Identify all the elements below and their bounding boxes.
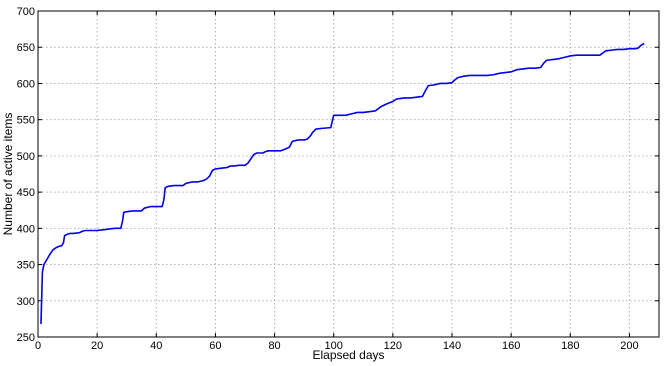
series-line	[40, 42, 645, 324]
y-tick-label: 450	[17, 187, 35, 199]
x-axis: 0 20 40 60 80 100 120 140 160 180 200	[35, 11, 639, 352]
x-tick-label: 140	[443, 340, 461, 352]
x-tick-label: 40	[150, 340, 162, 352]
x-tick-label: 120	[384, 340, 402, 352]
x-axis-label: Elapsed days	[312, 348, 384, 362]
y-tick-label: 550	[17, 115, 35, 127]
x-tick-label: 60	[209, 340, 221, 352]
y-tick-label: 650	[17, 42, 35, 54]
x-tick-label: 100	[325, 340, 343, 352]
plot-frame	[37, 10, 660, 338]
y-tick-label: 500	[17, 151, 35, 163]
y-axis: 250 300 350 400 450 500 550 600 650 700	[17, 6, 659, 344]
y-tick-label: 600	[17, 78, 35, 90]
x-tick-label: 200	[620, 340, 638, 352]
y-tick-label: 300	[17, 296, 35, 308]
y-tick-label: 350	[17, 260, 35, 272]
x-tick-label: 20	[91, 340, 103, 352]
y-tick-label: 250	[17, 332, 35, 344]
x-tick-label: 180	[561, 340, 579, 352]
plot-background	[38, 11, 659, 337]
y-tick-label: 700	[17, 6, 35, 18]
x-tick-label: 0	[35, 340, 41, 352]
grid-lines	[38, 11, 659, 337]
x-tick-label: 160	[502, 340, 520, 352]
y-tick-label: 400	[17, 223, 35, 235]
series-group	[40, 42, 645, 324]
x-tick-label: 80	[268, 340, 280, 352]
y-axis-label: Number of active items	[1, 113, 15, 236]
